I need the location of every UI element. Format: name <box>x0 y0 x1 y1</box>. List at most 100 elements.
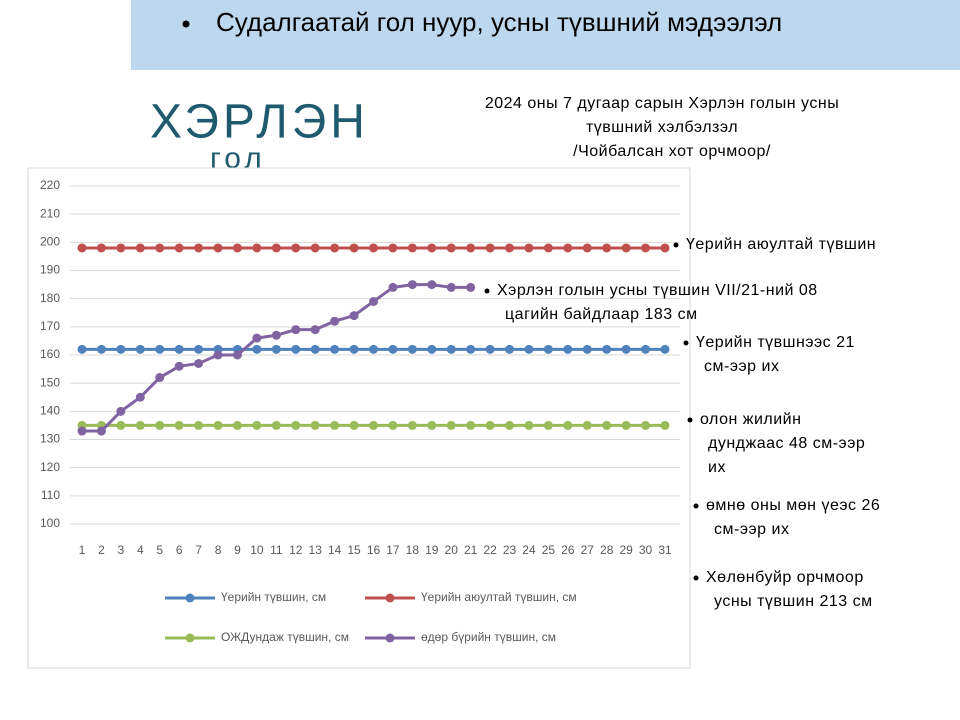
data-point <box>194 243 204 253</box>
data-point <box>660 420 670 430</box>
bullet <box>182 20 190 28</box>
x-tick-label: 14 <box>328 543 342 557</box>
data-point <box>330 316 340 326</box>
data-point <box>446 420 456 430</box>
data-point <box>543 420 553 430</box>
data-point <box>174 420 184 430</box>
x-tick-label: 26 <box>561 543 575 557</box>
data-point <box>602 243 612 253</box>
legend-marker <box>385 633 395 643</box>
y-tick-label: 160 <box>40 347 60 361</box>
annotation: олон жилийн <box>700 411 801 428</box>
x-tick-label: 29 <box>619 543 633 557</box>
data-point <box>155 420 165 430</box>
header-title: Судалгаатай гол нуур, усны түвшний мэдээ… <box>216 7 782 37</box>
legend-label: Үерийн түвшин, см <box>221 590 326 604</box>
data-point <box>466 344 476 354</box>
y-tick-label: 110 <box>41 488 60 502</box>
data-point <box>388 420 398 430</box>
data-point <box>466 282 476 292</box>
data-point <box>310 243 320 253</box>
data-point <box>135 344 145 354</box>
data-point <box>213 420 223 430</box>
data-point <box>388 344 398 354</box>
x-tick-label: 7 <box>195 543 202 557</box>
data-point <box>563 420 573 430</box>
data-point <box>135 243 145 253</box>
data-point <box>427 420 437 430</box>
data-point <box>427 280 437 290</box>
x-tick-label: 1 <box>79 543 86 557</box>
x-tick-label: 16 <box>367 543 381 557</box>
data-point <box>213 350 223 360</box>
bullet <box>693 503 699 509</box>
data-point <box>427 243 437 253</box>
y-tick-label: 130 <box>40 432 60 446</box>
data-point <box>369 243 378 253</box>
chart-title: 2024 оны 7 дугаар сарын Хэрлэн голын усн… <box>485 95 839 112</box>
data-point <box>466 420 476 430</box>
x-tick-label: 15 <box>347 543 361 557</box>
y-tick-label: 200 <box>40 235 60 249</box>
data-point <box>466 243 476 253</box>
data-point <box>271 420 281 430</box>
data-point <box>582 420 592 430</box>
chart-title: түвшний хэлбэлзэл <box>586 119 738 136</box>
annotation: өмнө оны мөн үеэс 26 <box>706 497 880 514</box>
data-point <box>485 420 495 430</box>
data-point <box>524 420 534 430</box>
data-point <box>621 243 631 253</box>
x-tick-label: 27 <box>581 543 595 557</box>
x-tick-label: 6 <box>176 543 183 557</box>
annotation: цагийн байдлаар 183 см <box>505 306 698 323</box>
data-point <box>369 420 378 430</box>
data-point <box>563 344 573 354</box>
data-point <box>349 311 359 321</box>
x-tick-label: 28 <box>600 543 614 557</box>
annotation: Хэрлэн голын усны түвшин VII/21-ний 08 <box>497 282 818 299</box>
data-point <box>641 344 651 354</box>
y-tick-label: 170 <box>40 319 60 333</box>
y-tick-label: 210 <box>40 206 60 220</box>
x-tick-label: 2 <box>98 543 105 557</box>
x-tick-label: 8 <box>215 543 222 557</box>
data-point <box>446 344 456 354</box>
data-point <box>252 344 262 354</box>
y-tick-label: 220 <box>40 178 60 192</box>
x-tick-label: 5 <box>156 543 163 557</box>
data-point <box>174 344 184 354</box>
data-point <box>155 243 165 253</box>
bullet <box>687 417 693 423</box>
annotation: Үерийн аюултай түвшин <box>686 236 876 253</box>
y-tick-label: 190 <box>40 263 60 277</box>
bullet <box>673 242 679 248</box>
annotation: их <box>708 459 726 476</box>
data-point <box>369 296 378 306</box>
header-band <box>131 0 960 70</box>
data-point <box>524 344 534 354</box>
chart-title: /Чойбалсан хот орчмоор/ <box>573 143 771 160</box>
data-point <box>116 243 126 253</box>
data-point <box>330 344 340 354</box>
bullet <box>683 340 689 346</box>
x-tick-label: 10 <box>250 543 264 557</box>
x-tick-label: 17 <box>386 543 400 557</box>
annotation: см-ээр их <box>714 521 789 538</box>
data-point <box>174 361 184 371</box>
x-tick-label: 21 <box>464 543 478 557</box>
legend-marker <box>185 633 195 643</box>
data-point <box>96 426 106 436</box>
data-point <box>660 243 670 253</box>
data-point <box>194 420 204 430</box>
annotation: см-ээр их <box>704 358 779 375</box>
data-point <box>369 344 378 354</box>
data-point <box>252 420 262 430</box>
x-tick-label: 30 <box>639 543 653 557</box>
legend-label: ОЖДундаж түвшин, см <box>221 630 349 644</box>
data-point <box>155 344 165 354</box>
annotation: Үерийн түвшнээс 21 <box>696 334 855 351</box>
x-tick-label: 13 <box>309 543 323 557</box>
data-point <box>485 344 495 354</box>
data-point <box>77 243 87 253</box>
